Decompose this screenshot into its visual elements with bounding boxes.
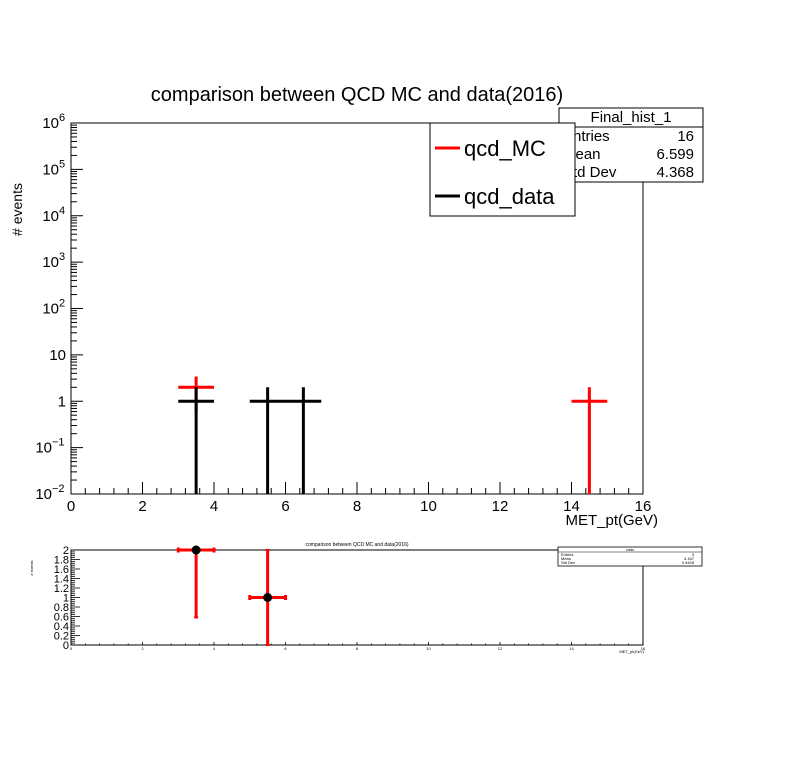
ratio-plot-frame [70,549,644,646]
ratio-x-tick-label: 8 [356,646,359,651]
ratio-stats-entries-label: Entries [561,552,573,557]
ratio-y-tick-label: 0.6 [54,612,69,624]
main-y-tick-label: 10 [42,254,59,271]
stats-entries-value: 16 [677,128,694,145]
ratio-stats-stddev-label: Std Dev [561,560,575,565]
ratio-y-tick-label: 1 [63,593,69,605]
main-y-tick-exponent: 5 [59,158,65,170]
main-series [178,376,608,494]
ratio-chart-title: comparison between QCD MC and data(2016) [305,542,408,548]
legend-label-qcd-mc: qcd_MC [464,136,546,161]
ratio-y-tick-label: 0 [63,640,69,652]
ratio-y-tick-label: 1.2 [54,583,69,595]
ratio-x-tick-label: 4 [213,646,216,651]
ratio-stats-entries-value: 3 [692,552,695,557]
ratio-y-tick-label: 0.4 [54,621,69,633]
ratio-x-tick-label: 6 [284,646,287,651]
ratio-y-tick-label: 2 [63,545,69,557]
ratio-y-tick-label: 0.2 [54,631,69,643]
main-y-tick-exponent: 4 [59,205,65,217]
legend: qcd_MC qcd_data [429,122,576,217]
main-x-tick-label: 8 [353,498,361,515]
ratio-x-tick-label: 14 [569,646,574,651]
main-stats-box: Final_hist_1 Entries 16 Mean 6.599 Std D… [558,107,704,183]
main-y-axis-label: # events [9,183,25,236]
ratio-stats-mean-label: Mean [561,556,571,561]
ratio-stats-mean-value: 4.167 [684,556,695,561]
ratio-y-axis-label: # events [29,560,34,575]
ratio-y-tick-label: 1.6 [54,564,69,576]
legend-label-qcd-data: qcd_data [464,184,555,209]
stats-stddev-label: Std Dev [563,164,617,181]
main-x-tick-label: 10 [420,498,437,515]
main-y-tick-label: 10 [42,161,59,178]
ratio-points [176,545,287,646]
main-x-tick-label: 6 [281,498,289,515]
main-y-tick-exponent: 2 [59,298,65,310]
ratio-stats-stddev-value: 0.9428 [682,560,695,565]
ratio-point-marker [263,593,273,602]
main-y-tick-exponent: −1 [52,437,65,449]
stats-stddev-value: 4.368 [656,164,694,181]
ratio-y-tick-label: 1.4 [54,574,69,586]
main-x-ticks: 0 2 4 6 8 10 12 14 16 [67,482,652,515]
main-x-tick-label: 4 [210,498,218,515]
ratio-y-ticks: 21.81.61.41.210.80.60.40.20 [54,545,80,652]
main-y-tick-exponent: 3 [59,251,65,263]
ratio-x-tick-label: 10 [426,646,431,651]
ratio-x-tick-label: 2 [141,646,144,651]
main-x-tick-label: 0 [67,498,75,515]
main-y-tick-exponent: 6 [59,112,65,124]
ratio-x-tick-label: 0 [70,646,73,651]
main-plot: comparison between QCD MC and data(2016)… [9,84,704,529]
main-y-tick-label: 10 [42,115,59,132]
ratio-stats-title: ratio [626,547,635,552]
main-y-tick-label: 10 [42,208,59,225]
main-y-tick-label: 10 [35,486,52,503]
ratio-x-tick-label: 12 [498,646,503,651]
main-y-tick-label: 10 [49,347,66,364]
main-y-tick-label: 1 [58,393,66,410]
main-x-tick-label: 2 [138,498,146,515]
ratio-point-marker [191,545,201,555]
ratio-y-tick-label: 1.8 [54,555,69,567]
main-chart-title: comparison between QCD MC and data(2016) [151,84,563,106]
stats-mean-value: 6.599 [656,146,694,163]
ratio-x-ticks: 0 2 4 6 8 10 12 14 16 [70,642,646,651]
main-y-tick-label: 10 [42,301,59,318]
ratio-y-tick-label: 0.8 [54,602,69,614]
main-x-tick-label: 12 [492,498,509,515]
main-x-tick-label: 14 [563,498,580,515]
main-y-tick-exponent: −2 [52,483,65,495]
ratio-x-tick-label: 16 [641,646,646,651]
ratio-x-axis-label: MET_pt(GeV) [619,649,644,654]
ratio-plot: comparison between QCD MC and data(2016)… [29,542,703,654]
main-x-tick-label: 16 [635,498,652,515]
main-y-tick-label: 10 [35,440,52,457]
ratio-stats-box: ratio Entries 3 Mean 4.167 Std Dev 0.942… [557,546,703,567]
main-x-axis-label: MET_pt(GeV) [565,512,658,529]
stats-box-title: Final_hist_1 [591,109,672,126]
